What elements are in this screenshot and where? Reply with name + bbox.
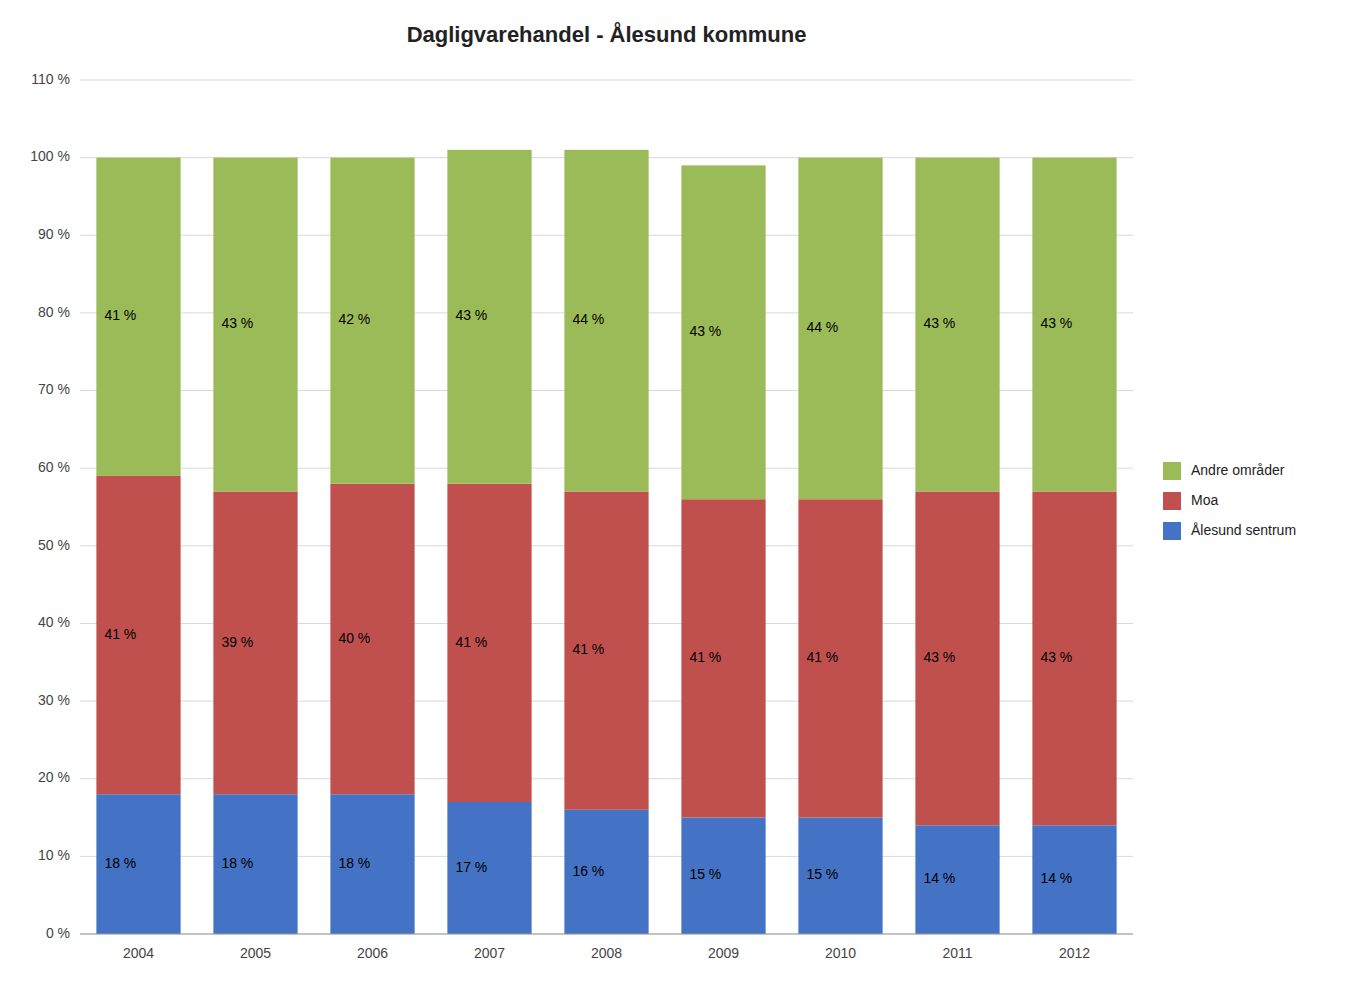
bar — [447, 484, 531, 802]
title: Dagligvarehandel - Ålesund kommune — [407, 21, 807, 47]
data-label: 14 % — [1040, 870, 1072, 886]
y-tick-label: 30 % — [38, 692, 70, 708]
data-label: 41 % — [104, 626, 136, 642]
data-label: 40 % — [338, 630, 370, 646]
y-tick-label: 110 % — [31, 71, 70, 87]
data-label: 43 % — [923, 649, 955, 665]
data-label: 43 % — [1040, 315, 1072, 331]
data-label: 15 % — [806, 866, 838, 882]
data-labels: 18 % 18 % 18 % 17 % 16 % 15 % 15 % 14 % 14 % 41 %… — [104, 307, 1072, 886]
data-label: 43 % — [1040, 649, 1072, 665]
y-tick-label: 50 % — [38, 537, 70, 553]
x-tick-label: 2004 — [123, 945, 154, 961]
data-label: 17 % — [455, 859, 487, 875]
data-label: 15 % — [689, 866, 721, 882]
x-tick-label: 2005 — [240, 945, 271, 961]
y-tick-label: 100 % — [30, 148, 70, 164]
legend-label: Moa — [1191, 492, 1218, 508]
x-tick-label: 2010 — [825, 945, 856, 961]
bar — [681, 165, 765, 499]
bar — [1032, 825, 1116, 934]
x-tick-label: 2012 — [1059, 945, 1090, 961]
data-label: 14 % — [923, 870, 955, 886]
data-label: 44 % — [806, 319, 838, 335]
bar — [96, 158, 180, 476]
y-tick-label: 70 % — [38, 381, 70, 397]
bar — [564, 810, 648, 934]
data-label: 41 % — [455, 634, 487, 650]
data-label: 43 % — [455, 307, 487, 323]
data-label: 43 % — [221, 315, 253, 331]
data-label: 18 % — [104, 855, 136, 871]
bars — [96, 150, 1116, 934]
bar — [564, 491, 648, 809]
y-tick-label: 40 % — [38, 614, 70, 630]
legend-label: Andre områder — [1191, 462, 1285, 478]
x-tick-label: 2008 — [591, 945, 622, 961]
grid — [80, 80, 1133, 934]
data-label: 42 % — [338, 311, 370, 327]
bar — [447, 802, 531, 934]
data-label: 41 % — [806, 649, 838, 665]
bar — [96, 794, 180, 934]
x-tick-label: 2009 — [708, 945, 739, 961]
data-label: 41 % — [689, 649, 721, 665]
y-tick-label: 90 % — [38, 226, 70, 242]
bar — [915, 491, 999, 825]
bar — [798, 499, 882, 817]
x-tick-label: 2006 — [357, 945, 388, 961]
bar — [213, 491, 297, 794]
bar — [213, 158, 297, 492]
bar — [564, 150, 648, 492]
x-axis-line — [80, 934, 1133, 935]
bar — [681, 818, 765, 934]
data-label: 41 % — [104, 307, 136, 323]
legend-swatch — [1163, 462, 1181, 480]
bar — [330, 484, 414, 795]
legend: Andre områder Moa Ålesund sentrum — [1163, 462, 1296, 540]
data-label: 41 % — [572, 641, 604, 657]
data-label: 44 % — [572, 311, 604, 327]
legend-swatch — [1163, 522, 1181, 540]
grid-line — [80, 934, 1133, 935]
data-label: 39 % — [221, 634, 253, 650]
bar — [915, 158, 999, 492]
bar — [96, 476, 180, 794]
bar — [447, 150, 531, 484]
y-tick-label: 0 % — [46, 925, 70, 941]
bar — [798, 818, 882, 934]
legend-label: Ålesund sentrum — [1191, 522, 1296, 538]
data-label: 16 % — [572, 863, 604, 879]
bar — [681, 499, 765, 817]
y-tick-label: 60 % — [38, 459, 70, 475]
x-tick-label: 2011 — [942, 945, 972, 961]
bar — [915, 825, 999, 934]
bar — [330, 794, 414, 934]
bar — [798, 158, 882, 500]
bar — [213, 794, 297, 934]
y-tick-label: 80 % — [38, 304, 70, 320]
y-tick-label: 10 % — [38, 847, 70, 863]
grid-line — [80, 80, 1133, 81]
legend-swatch — [1163, 492, 1181, 510]
data-label: 18 % — [338, 855, 370, 871]
bar — [330, 158, 414, 484]
chart: Dagligvarehandel - Ålesund kommune 0 % 10 … — [0, 0, 1363, 994]
data-label: 43 % — [923, 315, 955, 331]
data-label: 43 % — [689, 323, 721, 339]
bar — [1032, 491, 1116, 825]
data-label: 18 % — [221, 855, 253, 871]
bar — [1032, 158, 1116, 492]
y-tick-label: 20 % — [38, 769, 70, 785]
x-tick-label: 2007 — [474, 945, 505, 961]
